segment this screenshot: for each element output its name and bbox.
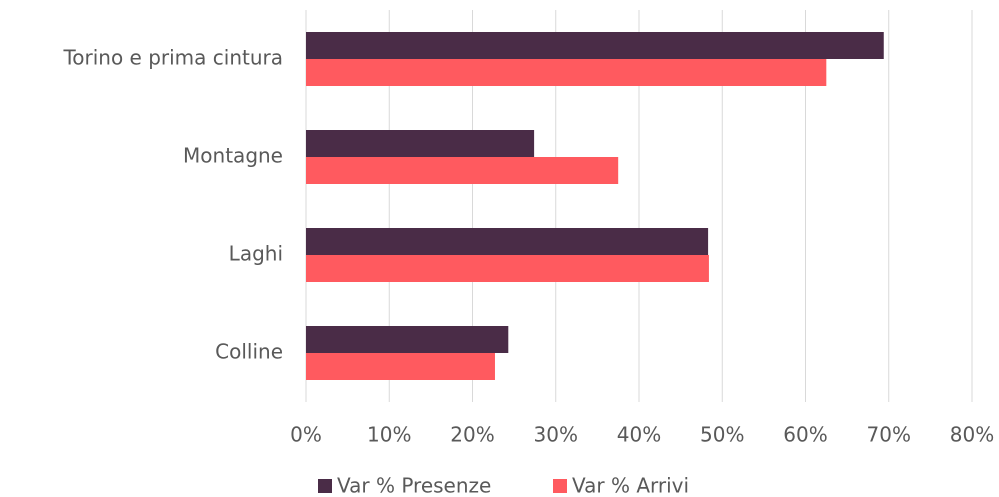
y-tick-label: Montagne: [183, 144, 283, 168]
y-tick-label: Colline: [215, 340, 283, 364]
x-tick-label: 50%: [700, 423, 744, 447]
y-tick-label: Torino e prima cintura: [62, 46, 283, 70]
y-tick-label: Laghi: [229, 242, 283, 266]
x-tick-label: 70%: [867, 423, 911, 447]
x-tick-label: 10%: [367, 423, 411, 447]
x-tick-label: 30%: [534, 423, 578, 447]
x-tick-label: 40%: [617, 423, 661, 447]
legend-label: Var % Presenze: [337, 474, 491, 497]
bar: [306, 59, 827, 86]
bar: [306, 228, 709, 255]
bar: [306, 157, 619, 184]
legend-swatch: [553, 479, 567, 493]
x-tick-label: 20%: [450, 423, 494, 447]
bar: [306, 255, 709, 282]
x-tick-label: 80%: [950, 423, 994, 447]
x-tick-label: 0%: [290, 423, 322, 447]
bar: [306, 32, 884, 59]
x-tick-label: 60%: [783, 423, 827, 447]
bar: [306, 353, 495, 380]
bar: [306, 326, 509, 353]
legend-label: Var % Arrivi: [572, 474, 689, 497]
bar: [306, 130, 535, 157]
legend-swatch: [318, 479, 332, 493]
